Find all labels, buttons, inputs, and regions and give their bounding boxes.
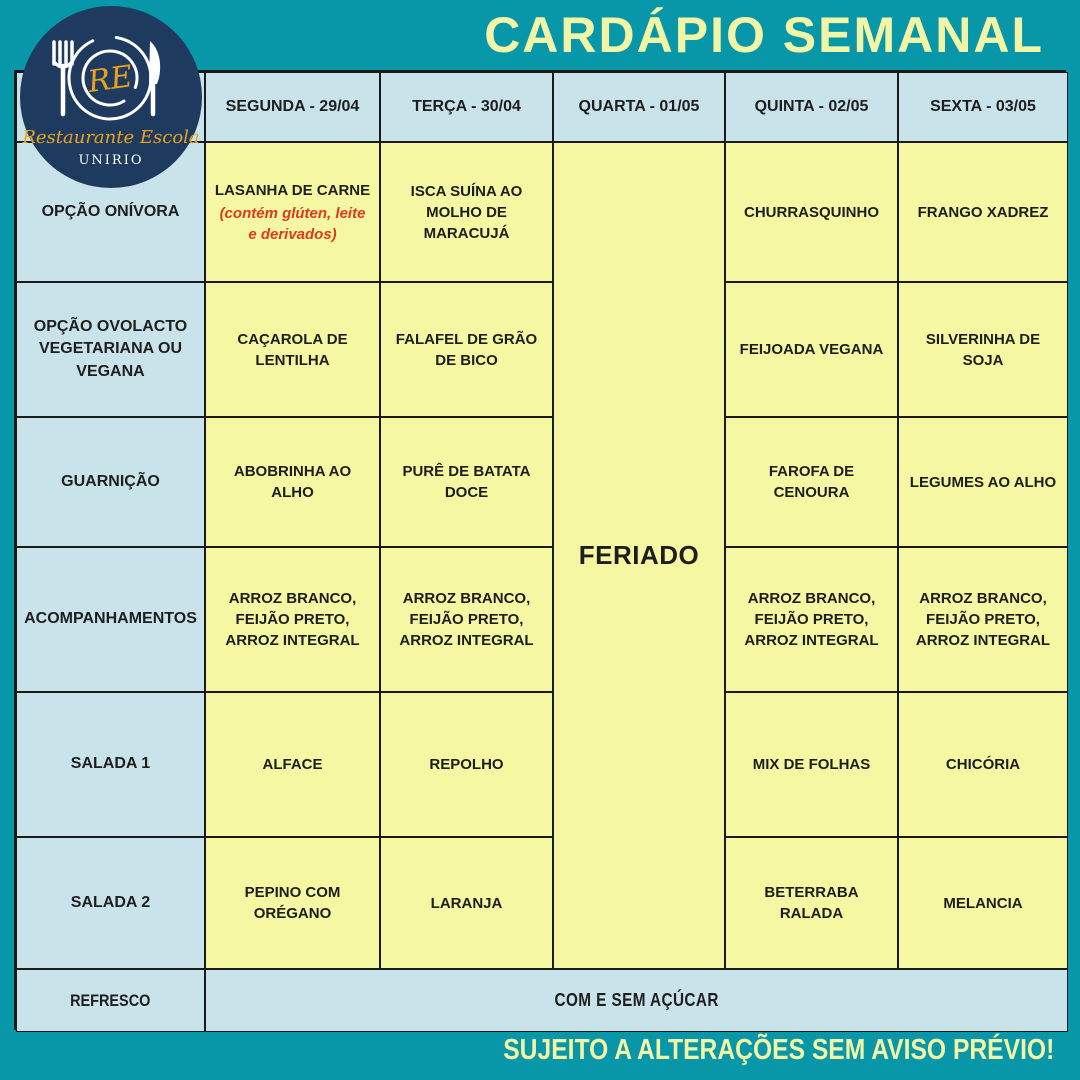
- dish-cell: LARANJA: [380, 837, 553, 969]
- dish-cell: LASANHA DE CARNE (contém glúten, leite e…: [205, 142, 380, 282]
- refresco-value-cell: COM E SEM AÇÚCAR: [205, 969, 1068, 1032]
- dish-cell: LEGUMES AO ALHO: [898, 417, 1068, 547]
- row-label-ovolacto: OPÇÃO OVOLACTO VEGETARIANA OU VEGANA: [16, 282, 205, 417]
- plate-icon: [67, 35, 153, 121]
- row-label-acompanhamentos: ACOMPANHAMENTOS: [16, 547, 205, 692]
- dish-cell: PURÊ DE BATATA DOCE: [380, 417, 553, 547]
- dish-cell: BETERRABA RALADA: [725, 837, 898, 969]
- holiday-cell: FERIADO: [553, 142, 725, 969]
- restaurant-logo: RE Restaurante Escola UNIRIO: [20, 6, 202, 188]
- dish-cell: ABOBRINHA AO ALHO: [205, 417, 380, 547]
- refresco-value-text: COM E SEM AÇÚCAR: [554, 989, 719, 1010]
- dish-cell: FRANGO XADREZ: [898, 142, 1068, 282]
- dish-cell: SILVERINHA DE SOJA: [898, 282, 1068, 417]
- dish-cell: ARROZ BRANCO, FEIJÃO PRETO, ARROZ INTEGR…: [725, 547, 898, 692]
- dish-cell: ARROZ BRANCO, FEIJÃO PRETO, ARROZ INTEGR…: [898, 547, 1068, 692]
- dish-cell: FALAFEL DE GRÃO DE BICO: [380, 282, 553, 417]
- dish-cell: ISCA SUÍNA AO MOLHO DE MARACUJÁ: [380, 142, 553, 282]
- disclaimer-text: SUJEITO A ALTERAÇÕES SEM AVISO PRÉVIO!: [502, 1033, 1054, 1066]
- day-header-monday: SEGUNDA - 29/04: [205, 72, 380, 142]
- allergen-note: (contém glúten, leite e derivados): [219, 204, 366, 243]
- dish-cell: REPOLHO: [380, 692, 553, 837]
- row-label-onivora: OPÇÃO ONÍVORA: [16, 142, 205, 282]
- row-label-salada2: SALADA 2: [16, 837, 205, 969]
- dish-text: LASANHA DE CARNE: [214, 181, 371, 199]
- day-header-thursday: QUINTA - 02/05: [725, 72, 898, 142]
- menu-table: SEGUNDA - 29/04 TERÇA - 30/04 QUARTA - 0…: [14, 70, 1068, 1032]
- logo-monogram: RE: [85, 59, 135, 100]
- row-label-refresco: REFRESCO: [16, 969, 205, 1032]
- logo-institution: UNIRIO: [78, 153, 143, 168]
- dish-cell: CHURRASQUINHO: [725, 142, 898, 282]
- dish-cell: ARROZ BRANCO, FEIJÃO PRETO, ARROZ INTEGR…: [205, 547, 380, 692]
- day-header-wednesday: QUARTA - 01/05: [553, 72, 725, 142]
- dish-cell: FAROFA DE CENOURA: [725, 417, 898, 547]
- dish-cell: MIX DE FOLHAS: [725, 692, 898, 837]
- day-header-tuesday: TERÇA - 30/04: [380, 72, 553, 142]
- dish-cell: FEIJOADA VEGANA: [725, 282, 898, 417]
- row-label-guarnicao: GUARNIÇÃO: [16, 417, 205, 547]
- day-header-friday: SEXTA - 03/05: [898, 72, 1068, 142]
- plate-cutlery-icon: RE Restaurante Escola UNIRIO: [20, 6, 202, 188]
- dish-cell: PEPINO COM ORÉGANO: [205, 837, 380, 969]
- page-title: CARDÁPIO SEMANAL: [484, 7, 1044, 63]
- row-label-salada1: SALADA 1: [16, 692, 205, 837]
- dish-cell: CHICÓRIA: [898, 692, 1068, 837]
- dish-cell: ARROZ BRANCO, FEIJÃO PRETO, ARROZ INTEGR…: [380, 547, 553, 692]
- disclaimer-banner: SUJEITO A ALTERAÇÕES SEM AVISO PRÉVIO!: [406, 1028, 1054, 1072]
- dish-cell: CAÇAROLA DE LENTILHA: [205, 282, 380, 417]
- refresco-label-text: REFRESCO: [70, 990, 151, 1010]
- dish-cell: MELANCIA: [898, 837, 1068, 969]
- logo-name: Restaurante Escola: [21, 127, 199, 148]
- dish-cell: ALFACE: [205, 692, 380, 837]
